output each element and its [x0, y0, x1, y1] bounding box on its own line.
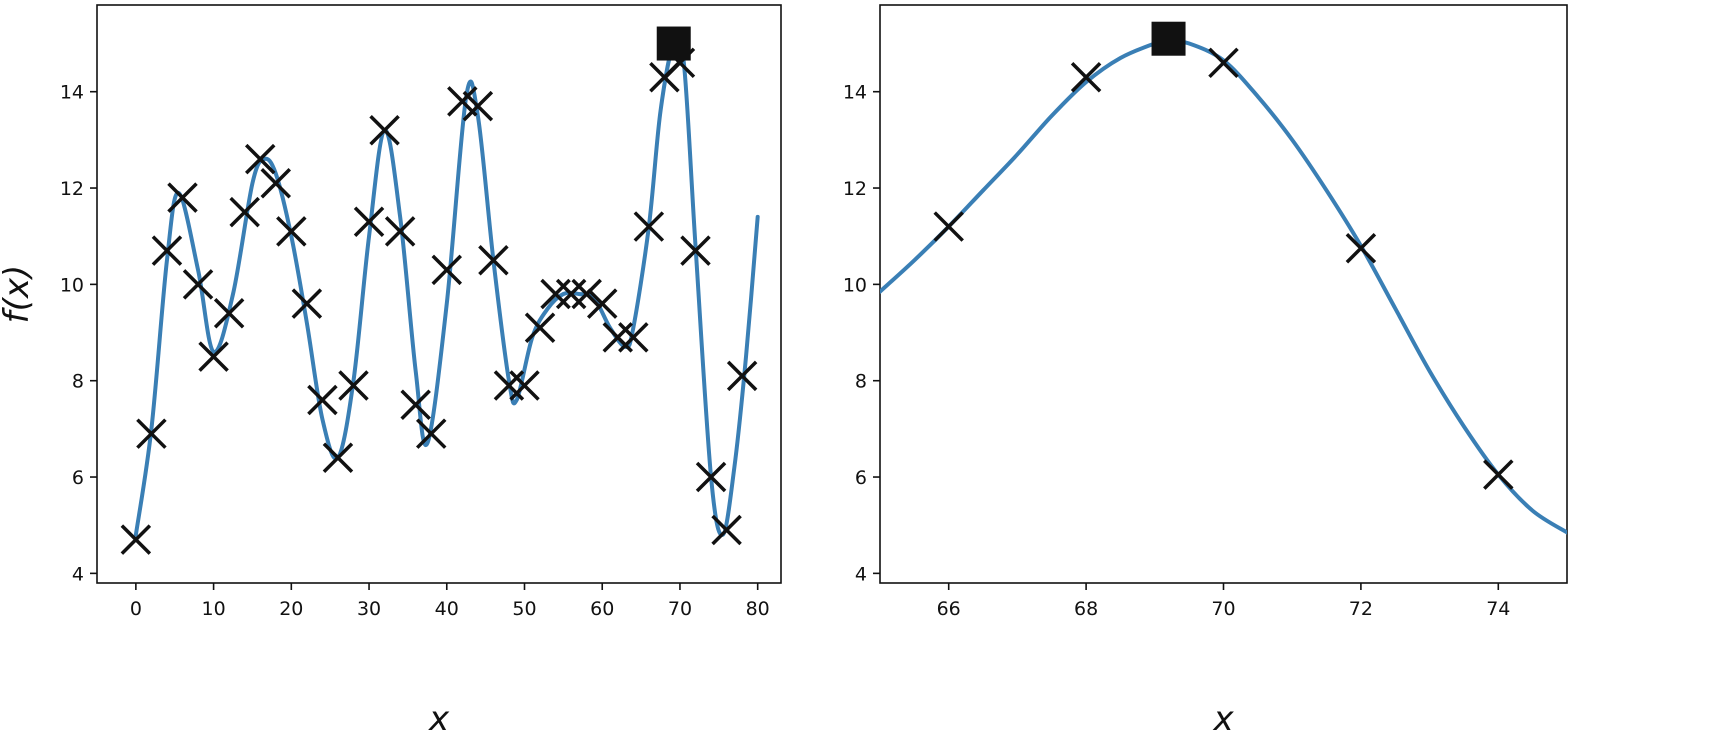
plot-frame	[96, 4, 782, 584]
x-tick-label: 80	[746, 598, 770, 620]
sample-point-marker	[307, 384, 338, 416]
sample-point-marker	[136, 418, 167, 449]
sample-point-marker	[229, 196, 260, 228]
x-tick-label: 74	[1486, 598, 1510, 620]
sample-point-marker	[493, 370, 525, 401]
y-tick-label: 4	[72, 563, 84, 585]
x-tick-label: 20	[279, 598, 303, 620]
sample-point-marker	[260, 167, 292, 199]
sample-point-marker	[726, 360, 758, 392]
sample-point-marker	[120, 524, 152, 555]
x-tick-label: 10	[201, 598, 225, 620]
x-tick-label: 66	[937, 598, 961, 620]
maximum-point-marker	[1151, 21, 1186, 56]
sample-point-marker	[151, 235, 183, 266]
sample-point-marker	[1345, 233, 1377, 264]
plot-area	[880, 39, 1567, 535]
sample-point-marker	[291, 288, 323, 319]
sample-point-marker	[602, 322, 634, 353]
sample-point-marker	[198, 341, 229, 372]
x-axis-label: x	[1212, 699, 1234, 737]
sample-point-marker	[680, 235, 711, 266]
sample-point-marker	[338, 370, 369, 401]
sample-point-marker	[524, 312, 556, 343]
x-tick-label: 60	[590, 598, 614, 620]
y-tick-label: 14	[843, 82, 867, 104]
x-tick-label: 70	[1211, 598, 1235, 620]
sample-point-marker	[555, 278, 587, 310]
sample-point-marker	[384, 216, 416, 247]
y-tick-label: 10	[843, 274, 867, 296]
fitted-curve-line	[880, 39, 1567, 535]
plot-area	[120, 35, 760, 555]
sample-point-marker	[415, 418, 447, 449]
maximum-point-marker	[656, 26, 691, 61]
sample-point-marker	[462, 90, 494, 122]
y-tick-label: 8	[72, 371, 84, 393]
sample-point-marker	[400, 389, 431, 421]
sample-point-marker	[586, 288, 618, 319]
x-tick-label: 70	[668, 598, 692, 620]
sample-point-marker	[571, 278, 602, 310]
sample-point-marker	[711, 514, 742, 546]
x-tick-label: 40	[435, 598, 459, 620]
y-tick-label: 14	[60, 82, 84, 104]
y-tick-label: 12	[843, 178, 867, 200]
sample-point-marker	[633, 211, 665, 242]
sample-point-marker	[1483, 459, 1514, 490]
left-panel: 0 10 20 30 40 50 60 70 80 4 6 8 10 12 14 x f(x)	[0, 4, 782, 737]
sample-point-marker	[933, 211, 964, 242]
sample-point-marker	[1208, 47, 1239, 79]
fitted-curve-line	[133, 35, 760, 537]
x-tick-label: 68	[1074, 598, 1098, 620]
sample-point-marker	[182, 269, 214, 300]
sample-point-marker	[353, 206, 385, 237]
sample-point-marker	[244, 143, 276, 175]
plot-frame	[879, 4, 1568, 584]
y-tick-label: 4	[855, 563, 867, 585]
y-tick-label: 10	[60, 274, 84, 296]
sample-point-marker	[509, 370, 540, 401]
y-axis-label: f(x)	[0, 265, 37, 324]
sample-point-marker	[618, 322, 649, 353]
sample-point-marker	[540, 278, 571, 310]
x-tick-label: 30	[357, 598, 381, 620]
sample-point-marker	[1070, 62, 1102, 93]
sample-point-marker	[322, 442, 354, 474]
sample-point-marker	[276, 216, 307, 247]
sample-point-marker	[167, 182, 198, 213]
x-axis-label: x	[428, 699, 450, 737]
x-tick-label: 50	[512, 598, 536, 620]
sample-point-marker	[213, 298, 245, 329]
sample-point-marker	[695, 461, 727, 493]
y-tick-label: 8	[855, 371, 867, 393]
sample-point-marker	[431, 254, 463, 286]
sample-point-marker	[478, 245, 509, 276]
y-tick-label: 12	[60, 178, 84, 200]
sample-point-marker	[369, 114, 400, 146]
x-tick-label: 72	[1349, 598, 1373, 620]
y-tick-label: 6	[72, 467, 84, 489]
y-tick-label: 6	[855, 467, 867, 489]
x-tick-label: 0	[130, 598, 142, 620]
